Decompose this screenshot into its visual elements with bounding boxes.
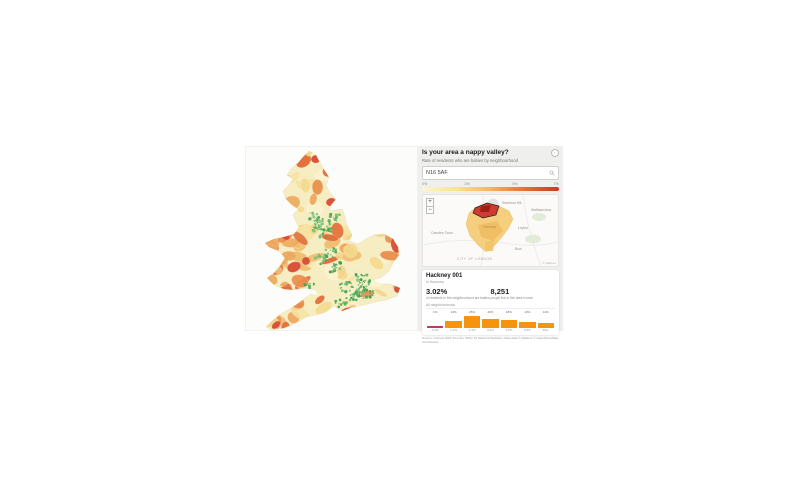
zoom-out-button[interactable]: − (426, 206, 434, 214)
bar[interactable] (463, 315, 481, 328)
bar-value-label: 20% (487, 310, 494, 315)
bar-value-label: 14% (450, 310, 457, 315)
histogram-bar[interactable]: 18% 4-5% (500, 310, 518, 333)
page-subtitle: Rate of residents who are babies by neig… (422, 158, 518, 163)
minimap-svg[interactable] (423, 195, 559, 266)
bar[interactable] (537, 322, 554, 328)
histogram-bar[interactable]: 13% 5-6% (519, 310, 536, 333)
bar-category-label: 6%+ (542, 328, 549, 333)
bar-value-label: 13% (524, 310, 531, 315)
park-shape (532, 213, 546, 221)
page-title: Is your area a nappy valley? (422, 149, 509, 156)
bar-value-label: 11% (542, 310, 549, 315)
minimap-label: Walthamstow (531, 208, 552, 212)
bar-category-label: 3-4% (486, 328, 494, 333)
stat-population: 8,251 people live in this area in total (491, 287, 556, 301)
bar-value-label: 26% (469, 310, 476, 315)
bar-category-label: 0-1% (431, 328, 439, 333)
bar-value-label: 1% (433, 310, 438, 315)
legend-gradient-bar (422, 187, 559, 191)
bar-category-label: 4-5% (505, 328, 513, 333)
color-scale-legend: 0% 2% 5% 7% (422, 182, 559, 192)
legend-tick: 2% (464, 182, 470, 186)
minimap-zoom-controls: + − (426, 198, 434, 214)
neighbourhood-histogram[interactable]: 1% 0-1% 14% 1-2% 26% 2-3% 20% 3-4% 18% 4-5% 13% 5-6… (426, 310, 555, 332)
park-shape (525, 234, 541, 244)
bar[interactable] (482, 318, 499, 328)
stat-population-caption: people live in this area in total (490, 295, 533, 300)
histogram-bar[interactable]: 14% 1-2% (445, 310, 462, 333)
bar-category-label: 2-3% (468, 328, 476, 333)
local-area-minimap[interactable]: + − Stamford Hill (422, 194, 559, 267)
info-icon[interactable]: i (551, 149, 559, 157)
minimap-label: Leyton (518, 226, 529, 230)
stats-row: 3.02% of residents in this neighbourhood… (426, 287, 555, 301)
minimap-label: Camden Town (431, 231, 453, 235)
stat-population-value: 8,251 (490, 286, 510, 296)
area-stats-card: Hackney 001 in Hackney 3.02% of resident… (422, 270, 559, 336)
source-attribution: Source: Census 2021 from the Office for … (422, 336, 559, 344)
minimap-label: Stamford Hill (502, 201, 522, 205)
legend-tick: 7% (553, 182, 559, 186)
histogram-bar[interactable]: 20% 3-4% (482, 310, 499, 333)
postcode-search-input[interactable] (426, 170, 549, 176)
highlighted-bar[interactable] (427, 326, 444, 328)
postcode-search[interactable] (422, 166, 559, 180)
bar-value-label: 18% (505, 310, 512, 315)
minimap-label: Bow (515, 247, 522, 251)
bar[interactable] (500, 319, 518, 328)
area-parent: in Hackney (426, 279, 444, 284)
minimap-label: Hackney (483, 225, 497, 229)
bar[interactable] (519, 321, 536, 328)
bar-category-label: 5-6% (523, 328, 531, 333)
stat-rate: 3.02% of residents in this neighbourhood… (426, 287, 491, 301)
zoom-in-button[interactable]: + (426, 198, 434, 206)
bar-category-label: 1-2% (450, 328, 458, 333)
histogram-bar[interactable]: 11% 6%+ (537, 310, 554, 333)
minimap-label-city-of-london: CITY OF LONDON (457, 257, 493, 261)
chart-heading: All neighbourhoods (426, 303, 555, 310)
bar[interactable] (445, 321, 462, 328)
magnifier-icon[interactable] (549, 170, 555, 176)
panel-header: Is your area a nappy valley? Rate of res… (422, 149, 559, 163)
stat-rate-caption: of residents in this neighbourhood are b… (426, 295, 490, 300)
minimap-attribution[interactable]: © Mapbox (542, 261, 556, 265)
legend-tick-labels: 0% 2% 5% 7% (422, 182, 559, 187)
stat-rate-value: 3.02% (426, 286, 448, 296)
side-panel: Is your area a nappy valley? Rate of res… (418, 146, 563, 344)
legend-tick: 5% (512, 182, 518, 186)
histogram-bar[interactable]: 26% 2-3% (463, 310, 481, 333)
histogram-bar[interactable]: 1% 0-1% (427, 310, 444, 333)
england-map-svg[interactable] (246, 147, 419, 332)
area-name: Hackney 001 (426, 273, 463, 279)
legend-tick: 0% (422, 182, 428, 186)
england-choropleth-map[interactable] (245, 146, 418, 331)
